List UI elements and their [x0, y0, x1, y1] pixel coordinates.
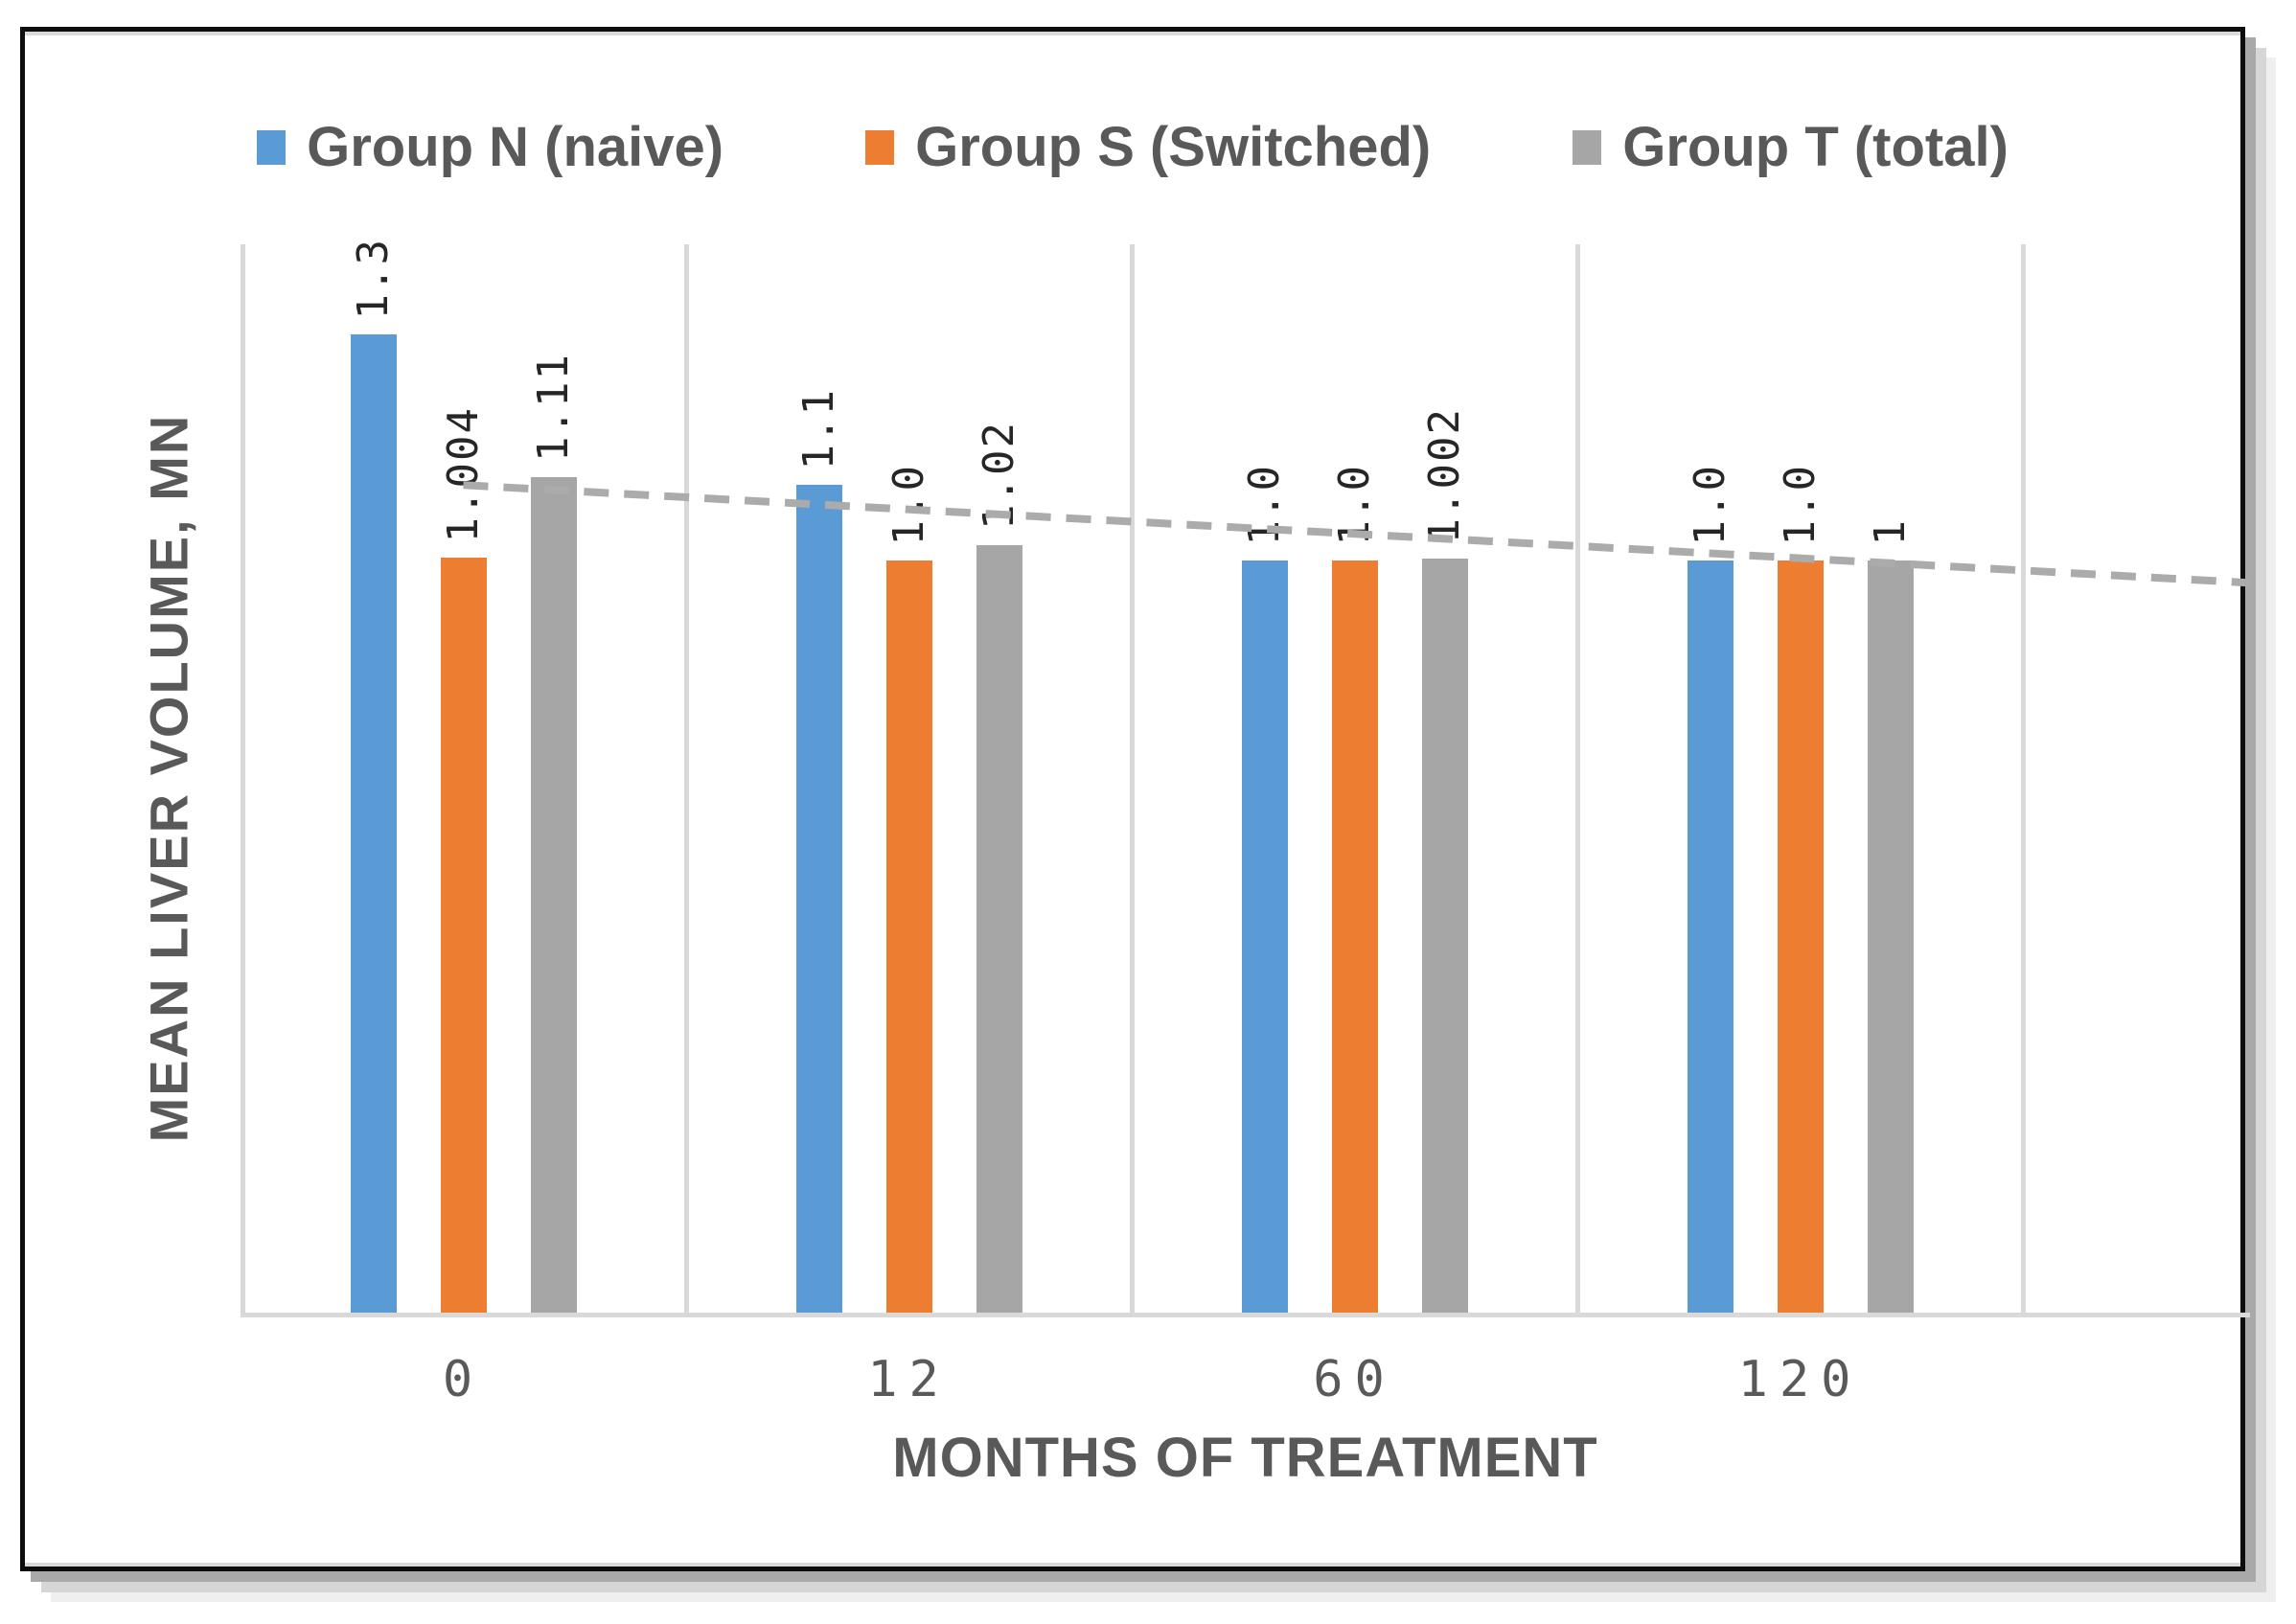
legend-label-group-t: Group T (total)	[1622, 116, 2009, 178]
x-axis-tick-labels: 0 12 60 120	[241, 1351, 2250, 1418]
legend-item-group-s: Group S (Switched)	[865, 120, 1431, 175]
y-axis-title: MEAN LIVER VOLUME, MN	[138, 413, 199, 1143]
x-tick-label-120: 120	[1737, 1351, 1863, 1408]
legend-label-group-s: Group S (Switched)	[915, 116, 1432, 178]
bar-t-month-120	[1867, 560, 1914, 1313]
chart-frame: Group N (naive) Group S (Switched) Group…	[20, 27, 2251, 1571]
x-tick-label-60: 60	[1313, 1351, 1396, 1408]
bar-s-month-0	[440, 558, 487, 1313]
x-tick-label-0: 0	[442, 1351, 485, 1408]
legend-label-group-n: Group N (naive)	[307, 116, 724, 178]
gridline-vertical	[2021, 244, 2026, 1313]
bar-s-month-12	[885, 560, 932, 1313]
x-tick-label-12: 12	[867, 1351, 951, 1408]
legend-swatch-gray-icon	[1573, 130, 1602, 165]
legend-item-group-t: Group T (total)	[1573, 120, 2009, 175]
gridline-vertical	[1575, 244, 1580, 1313]
trendline-layer	[463, 481, 2251, 587]
bar-n-month-60	[1241, 560, 1288, 1313]
bar-n-month-0	[350, 334, 397, 1313]
legend-swatch-orange-icon	[865, 130, 895, 165]
trendline-dashed	[463, 481, 2251, 587]
bar-t-month-12	[976, 545, 1022, 1313]
gridline-vertical	[684, 244, 689, 1313]
bar-s-month-60	[1331, 560, 1378, 1313]
legend: Group N (naive) Group S (Switched) Group…	[25, 120, 2240, 175]
bar-n-month-120	[1687, 560, 1733, 1313]
legend-swatch-blue-icon	[257, 130, 287, 165]
bar-t-month-0	[530, 477, 577, 1313]
bar-n-month-12	[795, 485, 842, 1313]
bar-s-month-120	[1777, 560, 1824, 1313]
x-axis-line	[241, 1313, 2250, 1317]
plot-area: 1.3 1.004 1.11 1.1 1.0 1.02 1.0 1.0 1.002 1.0 1.0 1	[241, 238, 2251, 1317]
y-axis-line	[241, 244, 245, 1313]
x-axis-title: MONTHS OF TREATMENT	[892, 1427, 1598, 1489]
bar-t-month-60	[1421, 559, 1468, 1313]
legend-item-group-n: Group N (naive)	[257, 120, 723, 175]
gridline-vertical	[1130, 244, 1135, 1313]
